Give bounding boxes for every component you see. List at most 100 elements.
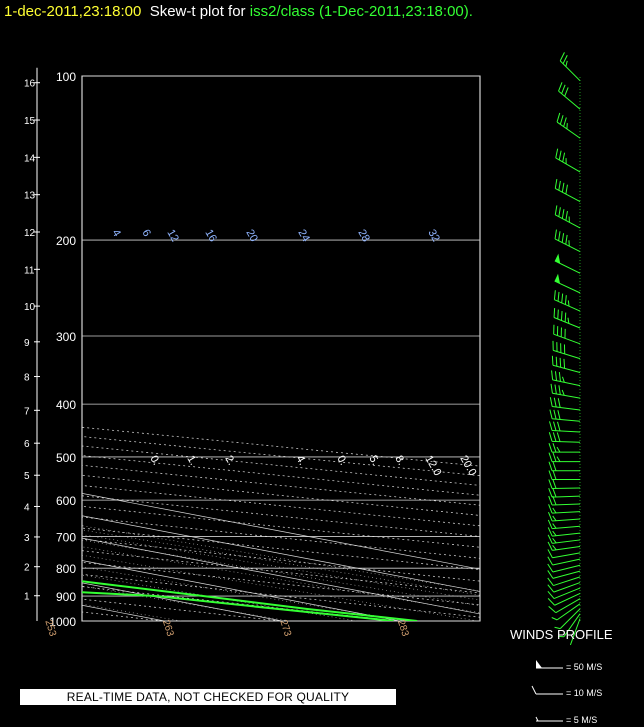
height-label: 3 (24, 533, 30, 544)
pressure-label: 200 (56, 234, 76, 248)
pressure-label: 400 (56, 398, 76, 412)
title-station: iss2/class (249, 3, 315, 20)
wind-barb (548, 598, 581, 614)
wind-barb (548, 470, 580, 480)
wind-barb (558, 613, 581, 638)
wind-barb (548, 504, 581, 514)
pressure-label: 600 (56, 494, 76, 508)
isotherm (82, 493, 480, 570)
wind-barb (549, 421, 581, 433)
wind-barb (547, 563, 581, 573)
wind-barb (547, 587, 581, 599)
isotherm (82, 515, 480, 592)
height-label: 9 (24, 338, 30, 349)
mixing-ratio-label: 12 (164, 228, 181, 245)
wind-barb (547, 556, 581, 566)
wind-barb (549, 397, 581, 411)
dry-adiabat (82, 550, 480, 594)
mixing-ratio-label-lower: 5. (366, 454, 381, 468)
mixing-ratio-line (82, 529, 480, 596)
mixing-ratio-label: 32 (425, 228, 442, 245)
height-label: 10 (24, 302, 36, 313)
wind-barb (553, 290, 581, 312)
mixing-ratio-label: 24 (295, 228, 312, 245)
wind-barb (547, 549, 581, 559)
height-label: 2 (24, 563, 30, 574)
dry-adiabats (82, 426, 480, 621)
wind-barb (547, 541, 581, 551)
height-label: 8 (24, 373, 30, 384)
winds-profile-title: WINDS PROFILE (510, 627, 613, 642)
mixing-ratio-lines (82, 525, 480, 621)
pressure-label: 700 (56, 531, 76, 545)
wind-barb (547, 576, 581, 587)
wind-barb (548, 461, 580, 472)
height-label: 6 (24, 439, 30, 450)
wind-barb (547, 534, 581, 544)
mixing-ratio-label-lower: 1. (184, 454, 199, 468)
wind-barb (547, 582, 581, 593)
mixing-ratio-line (82, 574, 357, 621)
height-label: 7 (24, 406, 30, 417)
dry-adiabat (82, 573, 480, 618)
wind-barb (547, 570, 581, 579)
wind-barb (548, 479, 581, 489)
wind-barb (548, 487, 581, 498)
height-label: 5 (24, 471, 30, 482)
title-timestamp: 1-dec-2011,23:18:00 (4, 3, 142, 20)
wind-barb (548, 452, 580, 463)
dry-adiabat-label: 263 (160, 619, 176, 639)
wind-barb (548, 432, 581, 443)
wind-barb (551, 355, 581, 374)
mixing-ratio-label-lower: 8. (392, 454, 407, 468)
mixing-ratio-line (82, 539, 480, 607)
height-label: 1 (24, 592, 30, 603)
wind-barb (547, 527, 581, 537)
wind-barb (547, 512, 581, 522)
pressure-label: 900 (56, 590, 76, 604)
height-label: 14 (24, 153, 36, 164)
quality-disclaimer: REAL-TIME DATA, NOT CHECKED FOR QUALITY (20, 689, 396, 705)
wind-barb (551, 370, 581, 387)
dry-adiabat (82, 474, 480, 516)
wind-barb (554, 608, 581, 630)
wind-barb (547, 519, 581, 530)
pressure-label: 800 (56, 562, 76, 576)
mixing-ratio-label-lower: 2. (222, 454, 237, 468)
wind-barb (569, 618, 581, 646)
pressure-label: 300 (56, 330, 76, 344)
dry-adiabat-label: 283 (395, 619, 411, 639)
wind-barb (549, 409, 581, 422)
mixing-ratio-label-lower: 4. (293, 454, 308, 468)
wind-key-50: = 50 M/S (566, 662, 603, 672)
chart-grid (34, 67, 481, 622)
height-label: 16 (24, 79, 36, 90)
isotherm (82, 537, 480, 615)
title-prefix: Skew-t plot for (149, 3, 246, 20)
wind-barb (559, 52, 581, 82)
dry-adiabat (82, 562, 480, 606)
wind-barb (554, 273, 581, 294)
wind-key-10: = 10 M/S (566, 688, 603, 698)
wind-barb (553, 324, 581, 345)
wind-barb (553, 308, 581, 329)
dry-adiabat (82, 445, 480, 486)
dry-adiabat-label: 273 (277, 619, 293, 639)
wind-key-barb-10 (531, 685, 563, 695)
wind-barb (550, 383, 581, 399)
height-label: 11 (24, 265, 35, 276)
height-label: 13 (24, 191, 36, 202)
plot-title: 1-dec-2011,23:18:00 Skew-t plot for iss2… (4, 3, 473, 20)
wind-barb (548, 442, 580, 453)
wind-barb (558, 82, 581, 110)
pressure-label: 500 (56, 451, 76, 465)
wind-barb (551, 603, 581, 621)
plot-frame (81, 75, 481, 622)
wind-key-barbs (531, 660, 563, 722)
wind-key-barb-5 (535, 716, 563, 722)
mixing-ratio-label: 20 (243, 228, 260, 245)
wind-barb (552, 340, 581, 360)
height-label: 4 (24, 502, 30, 513)
wind-key-5: = 5 M/S (566, 715, 598, 725)
